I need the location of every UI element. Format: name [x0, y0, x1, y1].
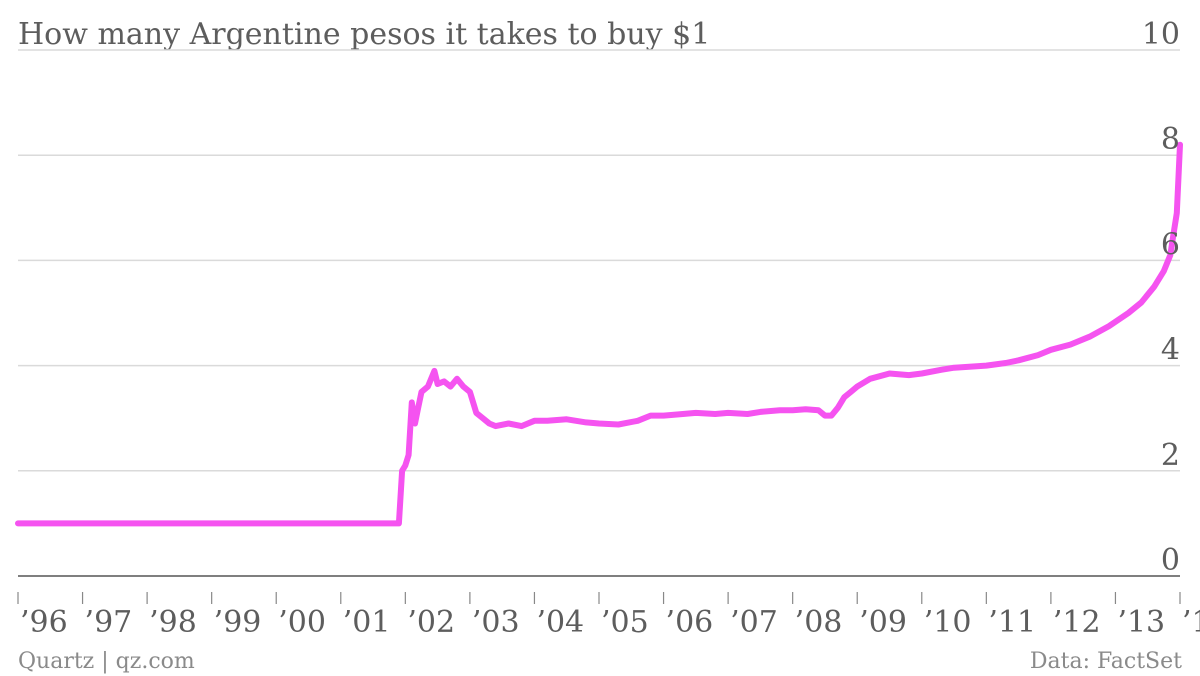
x-tick-label: ’99: [214, 605, 262, 640]
x-tick-label: ’10: [924, 605, 972, 640]
x-tick-label: ’98: [149, 605, 197, 640]
x-tick-label: ’01: [343, 605, 391, 640]
x-tick-label: ’13: [1117, 605, 1165, 640]
x-tick-label: ’96: [20, 605, 68, 640]
x-tick-label: ’02: [407, 605, 455, 640]
series-line: [15, 141, 1183, 527]
x-axis: [17, 575, 1181, 604]
chart-title: How many Argentine pesos it takes to buy…: [18, 17, 710, 52]
y-tick-label: 2: [1161, 438, 1180, 473]
x-tick-label: ’97: [85, 605, 133, 640]
x-tick-label: ’08: [795, 605, 843, 640]
y-tick-label: 10: [1142, 17, 1180, 52]
series-layer: [15, 141, 1183, 527]
gridlines: [18, 49, 1180, 472]
x-tick-label: ’1: [1182, 605, 1200, 640]
x-tick-label: ’04: [536, 605, 584, 640]
footer-source-left: Quartz | qz.com: [18, 649, 195, 674]
y-axis: 0 2 4 6 8 10: [1142, 17, 1180, 578]
y-tick-label: 4: [1161, 333, 1180, 368]
footer-source-right: Data: FactSet: [1030, 649, 1182, 674]
y-tick-label: 6: [1161, 227, 1180, 262]
x-tick-label: ’03: [472, 605, 520, 640]
x-tick-label: ’06: [666, 605, 714, 640]
y-tick-label: 0: [1161, 543, 1180, 578]
y-tick-label: 8: [1161, 122, 1180, 157]
x-tick-label: ’12: [1053, 605, 1101, 640]
x-tick-label: ’11: [988, 605, 1036, 640]
x-tick-label: ’00: [278, 605, 326, 640]
x-tick-label: ’09: [859, 605, 907, 640]
x-tick-label: ’05: [601, 605, 649, 640]
x-tick-labels: ’96 ’97 ’98 ’99 ’00 ’01 ’02 ’03 ’04 ’05 ’06 ’07 ’08 ’…: [20, 605, 1200, 640]
x-tick-label: ’07: [730, 605, 778, 640]
